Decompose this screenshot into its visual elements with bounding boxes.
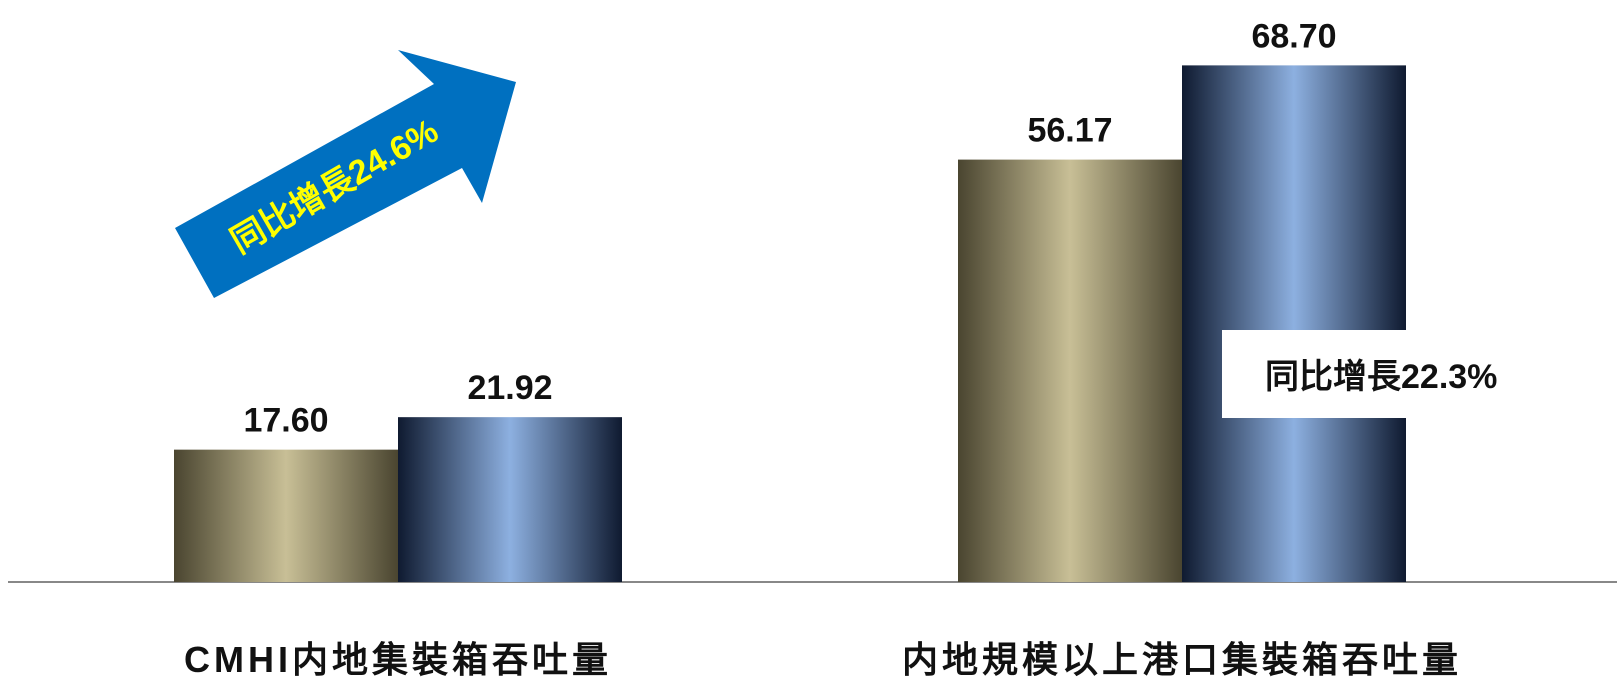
bar: [1182, 65, 1406, 583]
data-label: 17.60: [243, 402, 328, 440]
x-tick-label: CMHI内地集裝箱吞吐量: [184, 639, 612, 680]
data-label: 68.70: [1251, 17, 1336, 55]
annotation-box: [1222, 330, 1532, 418]
bars: [174, 65, 1406, 583]
growth-arrow: [175, 50, 516, 298]
x-tick-label: 内地規模以上港口集裝箱吞吐量: [902, 639, 1462, 680]
data-label: 56.17: [1027, 112, 1112, 150]
bar: [958, 159, 1182, 582]
annotation: 同比增長22.3%: [1265, 358, 1497, 396]
bar: [174, 449, 398, 582]
data-label: 21.92: [467, 369, 552, 407]
bar: [398, 417, 622, 582]
